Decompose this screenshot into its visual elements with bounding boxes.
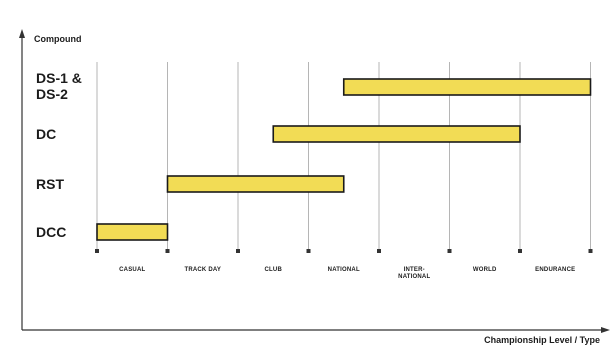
y-tick-label: DC (36, 126, 56, 142)
x-tick-label: NATIONAL (328, 267, 360, 273)
level-marker (95, 249, 99, 253)
y-tick-label: RST (36, 176, 64, 192)
level-marker (165, 249, 170, 253)
x-axis-title: Championship Level / Type (484, 335, 600, 345)
y-axis-title: Compound (34, 34, 82, 44)
range-bar (96, 223, 169, 241)
level-marker (236, 249, 240, 253)
level-marker (447, 249, 452, 253)
x-tick-label: WORLD (473, 267, 497, 273)
level-marker (377, 249, 381, 253)
x-tick-label: CLUB (265, 267, 283, 273)
range-bar (342, 78, 592, 96)
x-tick-label: INTER-NATIONAL (398, 267, 430, 280)
range-bar (272, 125, 521, 143)
x-tick-label: CASUAL (119, 267, 145, 273)
x-tick-label: TRACK DAY (184, 267, 221, 273)
x-axis-arrow (601, 327, 610, 333)
y-tick-label: DS-1 & DS-2 (36, 70, 82, 102)
level-marker (518, 249, 522, 253)
y-axis-arrow (19, 29, 25, 38)
y-tick-label: DCC (36, 224, 66, 240)
x-tick-label: ENDURANCE (535, 267, 575, 273)
level-marker (588, 249, 593, 253)
level-marker (306, 249, 311, 253)
range-bar (166, 175, 345, 193)
